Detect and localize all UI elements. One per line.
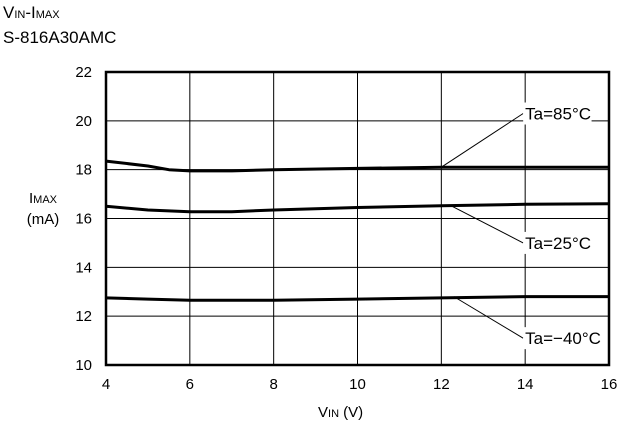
y-axis-label: IMAX (mA) [18,189,68,229]
x-tick-label: 10 [349,376,366,393]
series-label-1: Ta=25°C [525,234,591,253]
annotation-bg [523,102,592,125]
annotation-bg [523,231,592,254]
y-tick-label: 14 [75,259,92,276]
series-label-2: Ta=−40°C [525,329,601,348]
y-tick-label: 10 [75,357,92,374]
title-sub-in: IN [14,9,26,21]
y-axis-label-name: IMAX [28,190,57,207]
x-tick-label: 6 [186,376,194,393]
annotation-leader [441,113,524,168]
x-tick-label: 8 [269,376,277,393]
x-tick-label: 4 [102,376,110,393]
annotation-leader [453,296,524,339]
series-label-0: Ta=85°C [525,105,591,124]
y-tick-label: 16 [75,211,92,228]
x-tick-label: 14 [517,376,534,393]
annotation-leader [449,204,524,244]
series-line-1 [105,202,610,214]
y-axis-label-unit: (mA) [26,211,60,228]
chart-title: VIN-IMAX [3,3,60,25]
x-tick-label: 16 [601,376,618,393]
x-axis-label: VIN (V) [318,404,364,421]
plot-frame [104,70,611,367]
y-tick-label: 22 [75,64,92,81]
y-tick-label: 18 [75,162,92,179]
chart-subtitle: S-816A30AMC [3,28,117,47]
series-line-0 [105,159,609,173]
title-v: V [3,3,15,22]
title-dash-i: -I [25,3,36,22]
x-tick-label: 12 [433,376,450,393]
y-tick-label: 20 [75,113,92,130]
annotation-bg [523,327,601,350]
series-line-2 [105,295,609,302]
title-sub-max: MAX [35,9,60,21]
y-tick-label: 12 [75,308,92,325]
